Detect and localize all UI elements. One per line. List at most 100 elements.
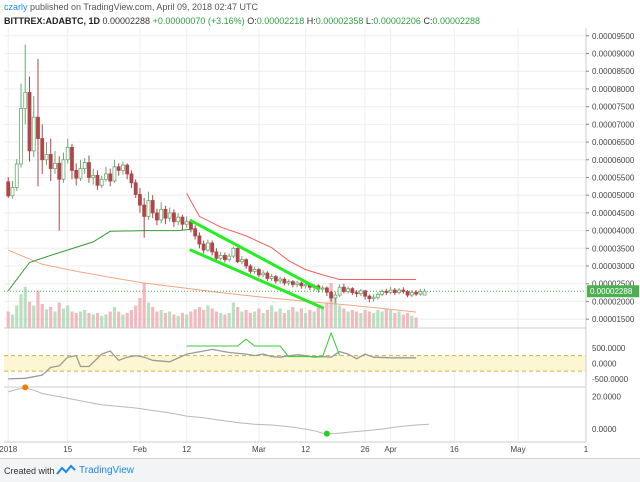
price-tick-label: 0.00007000 [592, 120, 635, 129]
candle [57, 162, 62, 180]
candle [388, 289, 393, 293]
volume-bar [359, 313, 363, 328]
volume-bar [151, 307, 155, 328]
candle [337, 286, 342, 296]
trendline-1[interactable] [189, 219, 320, 291]
time-tick-label: 12 [301, 445, 310, 454]
oscillator-green-line [186, 331, 341, 358]
time-tick-label: Mar [252, 445, 266, 454]
volume-bar [354, 311, 359, 328]
candle [180, 216, 185, 225]
candle [87, 162, 91, 178]
oscillator2-marker [323, 430, 330, 437]
candle [303, 284, 308, 287]
trendline-2[interactable] [189, 248, 325, 310]
volume-bar [83, 310, 87, 328]
candle [95, 174, 100, 186]
candle [91, 174, 96, 178]
candle [129, 173, 134, 184]
oscillator-tick-label: -500.0000 [592, 375, 629, 384]
volume-bar [172, 314, 176, 328]
volume-bar [112, 307, 117, 328]
volume-bar [202, 310, 206, 328]
candle [350, 288, 355, 293]
volume-bar [308, 310, 312, 328]
candle [65, 146, 70, 161]
oscillator2-tick-label: 20.0000 [592, 393, 621, 402]
volume-bar [346, 311, 350, 328]
volume-bar [321, 308, 325, 328]
candle [341, 286, 346, 292]
close-value: 0.00002288 [432, 16, 481, 26]
candle [70, 146, 74, 171]
footer: Created with TradingView [0, 458, 640, 482]
volume-bar [19, 294, 23, 328]
volume-bar [125, 313, 129, 328]
time-tick-label: 2018 [0, 445, 18, 454]
candle [367, 295, 372, 300]
volume-bar [227, 313, 231, 328]
candle [176, 216, 181, 223]
price-tick-label: 0.00004000 [592, 227, 635, 236]
candle [142, 204, 147, 217]
publisher-name[interactable]: czarly [4, 2, 28, 12]
price-chart[interactable]: 0.00009500 0.00009000 0.00008500 0.00008000… [0, 28, 640, 458]
time-tick-label: May [510, 445, 525, 454]
candle [193, 228, 198, 237]
candle [375, 293, 380, 298]
candle [99, 178, 104, 186]
volume-bar [10, 314, 15, 328]
volume-bar [155, 311, 159, 328]
candle [397, 289, 401, 293]
volume-bar [78, 311, 83, 328]
volume-bar [104, 314, 108, 328]
candle [61, 159, 66, 180]
time-tick-label: 1 [584, 445, 589, 454]
volume-bar [384, 308, 388, 328]
candle [104, 173, 108, 180]
candle [329, 291, 334, 299]
volume-bar [100, 316, 104, 328]
candle [133, 182, 138, 195]
close-label: C: [423, 16, 433, 26]
volume-bar [393, 313, 397, 328]
volume-bar [240, 311, 244, 328]
oscillator-tick-label: 500.0000 [592, 344, 626, 353]
candle [172, 212, 176, 223]
candle [409, 291, 414, 296]
volume-bar [257, 308, 261, 328]
volume-bar [15, 305, 19, 328]
price-tick-label: 0.00001500 [592, 315, 635, 324]
volume-bar [261, 313, 265, 328]
high-label: H: [306, 16, 316, 26]
volume-bar [367, 311, 371, 328]
candle [384, 291, 389, 293]
volume-bar [338, 305, 342, 328]
candle [422, 290, 427, 296]
volume-bar [108, 311, 112, 328]
time-tick-label: Apr [384, 445, 397, 454]
price-tick-label: 0.00003000 [592, 262, 635, 271]
volume-bar [49, 307, 53, 328]
low-label: L: [365, 16, 374, 26]
volume-bar [91, 314, 95, 328]
candle [333, 294, 338, 299]
volume-bar [189, 311, 193, 328]
volume-bar [405, 313, 410, 328]
slow-moving-average-line [8, 249, 417, 313]
candle [150, 200, 155, 214]
volume-bar [388, 310, 393, 328]
candle [138, 194, 142, 206]
tradingview-brand[interactable]: TradingView [79, 465, 135, 476]
candle [239, 259, 244, 263]
candle [23, 92, 28, 109]
candle [163, 208, 168, 219]
candle [210, 242, 215, 253]
volume-bar [159, 310, 163, 328]
candle [223, 254, 227, 261]
candle [74, 169, 79, 179]
candle [82, 162, 87, 170]
candle [371, 296, 376, 300]
last-price: 0.00002288 [102, 16, 151, 26]
candle [320, 287, 325, 290]
